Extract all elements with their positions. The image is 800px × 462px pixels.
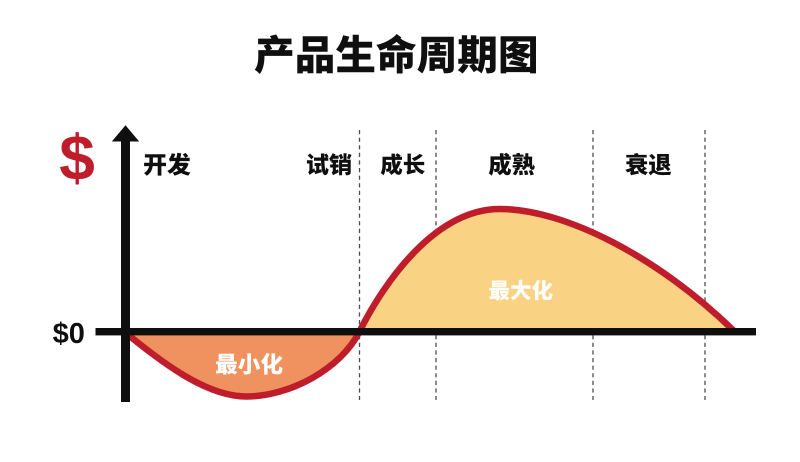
- svg-text:$0: $0: [53, 318, 85, 350]
- svg-text:$: $: [59, 122, 95, 194]
